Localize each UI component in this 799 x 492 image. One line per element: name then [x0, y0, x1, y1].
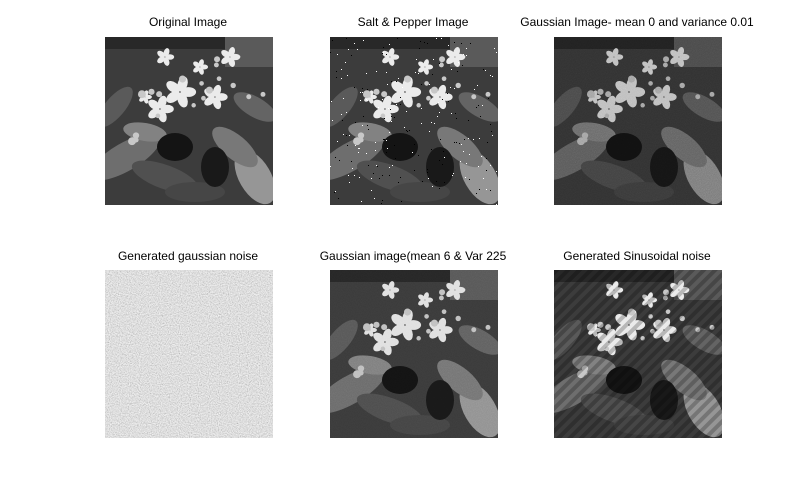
- image-original: [105, 37, 273, 205]
- panel-title-salt-pepper: Salt & Pepper Image: [357, 15, 469, 29]
- image-sinusoidal: [554, 270, 722, 438]
- panel-title-original: Original Image: [148, 15, 228, 29]
- panel-title-gaussian-noise: Generated gaussian noise: [117, 249, 259, 263]
- image-gaussian-noise: [105, 270, 273, 438]
- panel-title-gaussian-mean6: Gaussian image(mean 6 & Var 225: [319, 249, 507, 263]
- image-gaussian: [554, 37, 722, 205]
- image-gaussian-mean6: [330, 270, 498, 438]
- image-salt-pepper: [330, 37, 498, 205]
- panel-title-sinusoidal: Generated Sinusoidal noise: [563, 249, 711, 263]
- panel-title-gaussian: Gaussian Image- mean 0 and variance 0.01: [520, 15, 754, 29]
